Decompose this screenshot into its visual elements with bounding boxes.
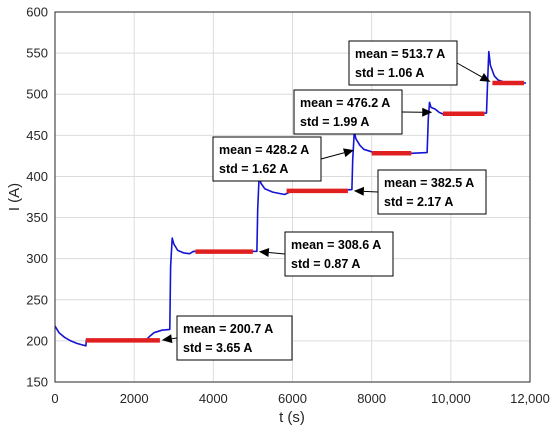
annotation: mean = 428.2 A std = 1.62 A <box>212 136 354 182</box>
annotation-std: std = 1.99 A <box>300 115 369 129</box>
annotation: mean = 308.6 A std = 0.87 A <box>258 231 394 277</box>
y-tick-labels: 150 200 250 300 350 400 450 500 550 600 <box>26 5 48 390</box>
y-tick-label: 450 <box>26 128 48 143</box>
annotation-arrow-head <box>258 248 270 257</box>
annotation-arrow-line <box>363 190 379 193</box>
annotation-arrow-head <box>343 148 354 158</box>
y-tick-label: 150 <box>26 375 48 390</box>
plot-frame <box>54 11 531 383</box>
annotation: mean = 382.5 A std = 2.17 A <box>353 169 487 215</box>
annotation-box <box>293 89 403 135</box>
y-tick-label: 350 <box>26 210 48 225</box>
annotation-mean: mean = 513.7 A <box>355 47 445 61</box>
annotation-arrow-head <box>353 186 365 196</box>
x-tick-label: 8000 <box>357 391 386 406</box>
x-tick-label: 6000 <box>278 391 307 406</box>
annotation-std: std = 2.17 A <box>384 195 453 209</box>
annotation-arrow-line <box>456 62 482 78</box>
annotation-box <box>212 136 322 182</box>
annotation-mean: mean = 382.5 A <box>384 176 474 190</box>
y-axis-label: I (A) <box>6 183 23 211</box>
annotation: mean = 476.2 A std = 1.99 A <box>293 89 433 135</box>
annotation-arrow-head <box>161 334 173 344</box>
annotation-std: std = 1.62 A <box>219 162 288 176</box>
annotation-box <box>176 315 293 361</box>
x-tick-label: 4000 <box>199 391 228 406</box>
annotation-mean: mean = 200.7 A <box>183 322 273 336</box>
y-tick-label: 600 <box>26 5 48 20</box>
annotations: mean = 200.7 A std = 3.65 A mean = 308.6 A… <box>161 40 491 361</box>
annotation-std: std = 3.65 A <box>183 341 252 355</box>
x-tick-label: 2000 <box>120 391 149 406</box>
annotation-box <box>348 40 458 86</box>
y-tick-label: 300 <box>26 251 48 266</box>
annotation-box <box>284 231 394 277</box>
annotation-arrow-line <box>171 337 178 340</box>
annotation-mean: mean = 308.6 A <box>291 238 381 252</box>
y-tick-label: 550 <box>26 46 48 61</box>
annotation: mean = 200.7 A std = 3.65 A <box>161 315 293 361</box>
annotation-mean: mean = 428.2 A <box>219 143 309 157</box>
annotation-arrow-line <box>268 252 286 255</box>
mean-segments <box>85 80 525 343</box>
annotation-mean: mean = 476.2 A <box>300 96 390 110</box>
y-tick-label: 500 <box>26 87 48 102</box>
y-tick-label: 200 <box>26 333 48 348</box>
y-tick-label: 250 <box>26 292 48 307</box>
x-tick-label: 0 <box>51 391 58 406</box>
annotation: mean = 513.7 A std = 1.06 A <box>348 40 491 86</box>
x-tick-labels: 0 2000 4000 6000 8000 10,000 12,000 <box>51 391 550 406</box>
x-axis-label: t (s) <box>279 409 305 426</box>
y-tick-label: 400 <box>26 169 48 184</box>
annotation-arrow-head <box>479 73 491 82</box>
annotation-std: std = 1.06 A <box>355 66 424 80</box>
annotation-std: std = 0.87 A <box>291 257 360 271</box>
x-tick-label: 10,000 <box>431 391 471 406</box>
x-tick-label: 12,000 <box>510 391 550 406</box>
annotation-arrow-line <box>320 152 345 160</box>
annotation-box <box>377 169 487 215</box>
annotation-arrow-head <box>422 107 433 117</box>
